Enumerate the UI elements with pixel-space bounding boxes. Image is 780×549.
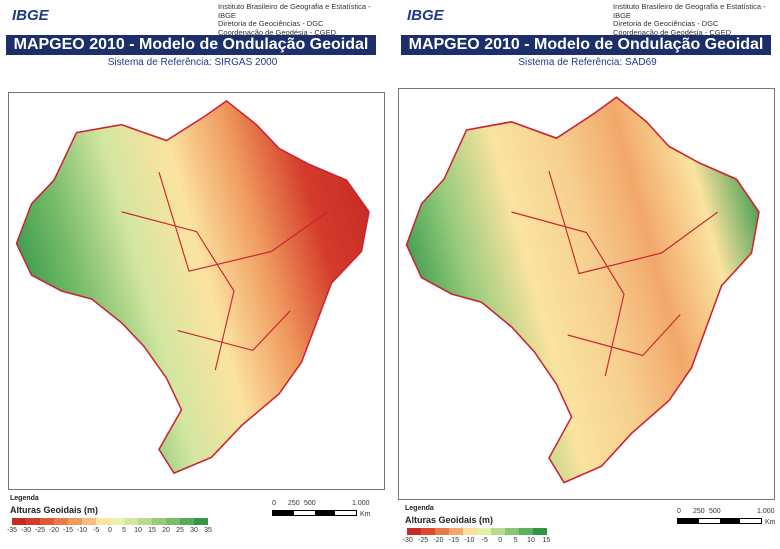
institution-line: Coordenação de Geodésia - CGED <box>613 27 731 37</box>
legend-swatch <box>40 518 54 525</box>
legend-swatch <box>505 528 519 535</box>
map-panel-sad69: IBGE Instituto Brasileiro de Geografia e… <box>395 0 780 549</box>
legend-tick: 10 <box>134 527 142 534</box>
legend-tick: 15 <box>542 537 551 544</box>
map-subtitle: Sistema de Referência: SAD69 <box>518 57 657 68</box>
legend-swatch <box>166 518 180 525</box>
legend-swatch <box>533 528 547 535</box>
scale-label: 500 <box>304 500 316 507</box>
map-title: MAPGEO 2010 - Modelo de Ondulação Geoida… <box>6 35 376 55</box>
legend-tick: -20 <box>48 527 60 534</box>
legend-swatch <box>12 518 26 525</box>
legend-swatch <box>152 518 166 525</box>
map-frame <box>398 88 775 500</box>
legend-tick: -15 <box>62 527 74 534</box>
institution-line: Coordenação de Geodésia - CGED <box>218 27 336 37</box>
scale-bar <box>272 510 357 516</box>
legend-swatch <box>96 518 110 525</box>
legend-swatch <box>463 528 477 535</box>
map-subtitle: Sistema de Referência: SIRGAS 2000 <box>107 57 278 68</box>
legend-swatch <box>68 518 82 525</box>
legend-tick: -10 <box>76 527 88 534</box>
scale-label: 1.000 <box>757 508 775 515</box>
legend-swatch <box>194 518 208 525</box>
legend-tick: -5 <box>481 537 488 544</box>
scale-label: 250 <box>693 508 705 515</box>
legend-tick: -15 <box>448 537 459 544</box>
brazil-geoid-map <box>15 99 370 475</box>
legend-title: Alturas Geoidais (m) <box>405 515 494 525</box>
scale-unit: Km <box>765 519 776 526</box>
scale-label: 0 <box>272 500 276 507</box>
legend-colorbar <box>12 518 208 525</box>
legend-ticks: -35 -30 -25 -20 -15 -10 -5 0 5 10 15 20 25 30 35 <box>5 527 215 534</box>
legend-tick: 5 <box>122 527 126 534</box>
legend-tick: 10 <box>527 537 535 544</box>
scale-label: 0 <box>677 508 681 515</box>
scale-bar <box>677 518 762 524</box>
legend-tick: 20 <box>162 527 170 534</box>
legend-swatch <box>138 518 152 525</box>
legend-swatch <box>54 518 68 525</box>
legend-label: Legenda <box>10 495 39 502</box>
scale-unit: Km <box>360 511 371 518</box>
legend-tick: 0 <box>108 527 112 534</box>
institution-text: Instituto Brasileiro de Geografia e Esta… <box>613 2 780 37</box>
legend-tick: -10 <box>464 537 475 544</box>
scale-label: 250 <box>288 500 300 507</box>
legend-swatch <box>491 528 505 535</box>
legend-swatch <box>124 518 138 525</box>
institution-line: Instituto Brasileiro de Geografia e Esta… <box>218 2 371 20</box>
institution-text: Instituto Brasileiro de Geografia e Esta… <box>218 2 385 37</box>
legend-tick: -35 <box>6 527 18 534</box>
map-panel-sirgas2000: IBGE Instituto Brasileiro de Geografia e… <box>0 0 385 549</box>
legend-swatch <box>435 528 449 535</box>
legend-tick: 35 <box>204 527 212 534</box>
ibge-logo: IBGE <box>407 7 444 24</box>
institution-line: Diretoria de Geociências - DGC <box>613 19 719 28</box>
legend-tick: 30 <box>190 527 198 534</box>
map-title: MAPGEO 2010 - Modelo de Ondulação Geoida… <box>401 35 771 55</box>
legend-swatch <box>26 518 40 525</box>
legend-tick: -30 <box>20 527 32 534</box>
brazil-geoid-map <box>405 96 760 484</box>
legend-swatch <box>110 518 124 525</box>
legend-tick: 15 <box>148 527 156 534</box>
legend-swatch <box>421 528 435 535</box>
legend-label: Legenda <box>405 505 434 512</box>
legend-tick: -5 <box>92 527 100 534</box>
scale-label: 1.000 <box>352 500 370 507</box>
legend-swatch <box>82 518 96 525</box>
legend-tick: -20 <box>433 537 444 544</box>
legend-tick: 0 <box>498 537 503 544</box>
institution-line: Diretoria de Geociências - DGC <box>218 19 324 28</box>
legend-swatch <box>519 528 533 535</box>
legend-tick: 5 <box>513 537 518 544</box>
legend-swatch <box>180 518 194 525</box>
legend-swatch <box>407 528 421 535</box>
ibge-logo: IBGE <box>12 7 49 24</box>
map-frame <box>8 92 385 490</box>
institution-line: Instituto Brasileiro de Geografia e Esta… <box>613 2 766 20</box>
legend-tick: 25 <box>176 527 184 534</box>
scale-labels: 0 250 500 1.000 <box>272 500 370 509</box>
legend-ticks: -30 -25 -20 -15 -10 -5 0 5 10 15 <box>400 537 554 544</box>
scale-label: 500 <box>709 508 721 515</box>
legend-tick: -30 <box>402 537 413 544</box>
scale-labels: 0 250 500 1.000 <box>677 508 775 517</box>
legend-swatch <box>477 528 491 535</box>
legend-swatch <box>449 528 463 535</box>
legend-title: Alturas Geoidais (m) <box>10 505 99 515</box>
legend-tick: -25 <box>418 537 429 544</box>
legend-colorbar <box>407 528 547 535</box>
legend-tick: -25 <box>34 527 46 534</box>
